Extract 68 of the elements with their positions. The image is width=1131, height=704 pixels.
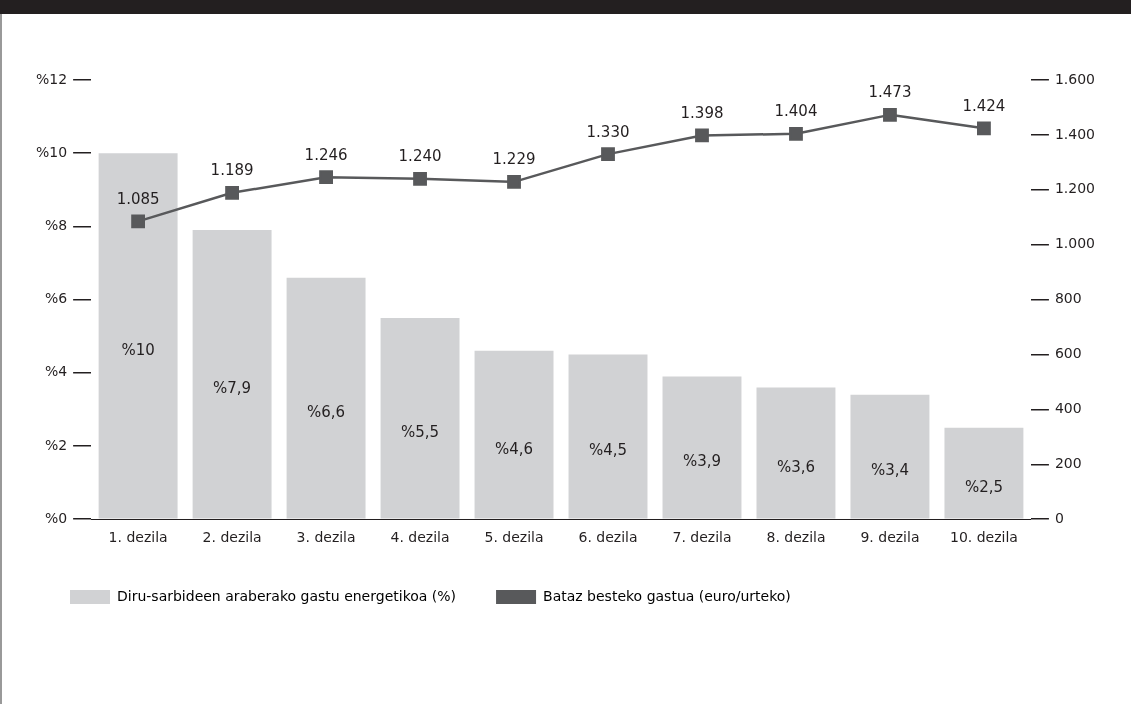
x-tick-label: 9. dezila <box>860 529 920 546</box>
bar <box>756 387 836 519</box>
x-tick-label: 5. dezila <box>484 529 544 546</box>
point <box>883 107 897 122</box>
bar <box>380 317 460 519</box>
data-label: 1.229 <box>492 150 536 169</box>
bar <box>98 153 178 519</box>
y-tick-label: %0 <box>44 509 68 526</box>
bar <box>474 350 554 519</box>
x-tick-label: 8. dezila <box>766 529 826 546</box>
data-label: %2,5 <box>964 477 1003 496</box>
data-label: %10 <box>121 340 155 359</box>
point <box>789 126 803 141</box>
x-tick-label: 4. dezila <box>390 529 450 546</box>
bar <box>286 277 366 519</box>
bar <box>850 394 930 519</box>
data-label: %3,4 <box>870 461 910 480</box>
bar <box>192 230 272 519</box>
point <box>225 185 239 200</box>
data-label: 1.330 <box>586 122 630 141</box>
y2-tick-label: 1.400 <box>1054 125 1096 142</box>
data-label: 1.246 <box>304 145 348 164</box>
x-tick-label: 10. dezila <box>949 529 1018 546</box>
bar <box>568 354 648 519</box>
y2-tick-label: 0 <box>1054 509 1064 526</box>
legend-label: Diru-sarbideen araberako gastu energetikoa (%) <box>117 587 457 604</box>
y2-tick-label: 400 <box>1054 400 1082 417</box>
y2-tick-label: 800 <box>1054 290 1082 307</box>
y-tick-label: %12 <box>35 70 68 87</box>
y-tick-label: %4 <box>44 363 68 380</box>
y-tick-label: %8 <box>44 217 68 234</box>
point <box>413 171 427 186</box>
x-tick-label: 7. dezila <box>672 529 732 546</box>
legend-label: Bataz besteko gastua (euro/urteko) <box>543 587 791 604</box>
y2-tick-label: 1.600 <box>1054 70 1096 87</box>
y-tick-label: %2 <box>44 436 68 453</box>
data-label: %7,9 <box>213 379 252 398</box>
y2-tick-label: 200 <box>1054 454 1082 471</box>
data-label: 1.424 <box>962 96 1006 115</box>
data-label: %3,9 <box>682 452 722 471</box>
data-label: 1.085 <box>116 189 160 208</box>
bar <box>662 376 742 519</box>
point <box>977 121 991 136</box>
x-tick-label: 2. dezila <box>202 529 262 546</box>
y-tick-label: %10 <box>35 143 68 160</box>
data-label: 1.189 <box>210 161 254 180</box>
y2-tick-label: 600 <box>1054 345 1082 362</box>
bar <box>944 427 1024 519</box>
data-label: %6,6 <box>307 402 346 421</box>
data-label: %4,6 <box>494 439 534 458</box>
point <box>601 147 615 162</box>
data-label: %4,5 <box>588 441 628 460</box>
point <box>319 170 333 185</box>
x-tick-label: 6. dezila <box>578 529 638 546</box>
data-label: 1.473 <box>868 83 912 102</box>
y2-tick-label: 1.000 <box>1054 235 1096 252</box>
x-tick-label: 3. dezila <box>296 529 356 546</box>
point <box>507 174 521 189</box>
point <box>131 214 146 229</box>
data-label: 1.404 <box>774 102 818 121</box>
y-tick-label: %6 <box>44 290 68 307</box>
point <box>695 128 709 143</box>
data-label: %5,5 <box>400 423 440 442</box>
data-label: 1.240 <box>398 147 442 166</box>
y2-tick-label: 1.200 <box>1054 180 1096 197</box>
x-tick-label: 1. dezila <box>108 529 168 546</box>
data-label: 1.398 <box>680 103 724 122</box>
data-label: %3,6 <box>776 457 816 476</box>
